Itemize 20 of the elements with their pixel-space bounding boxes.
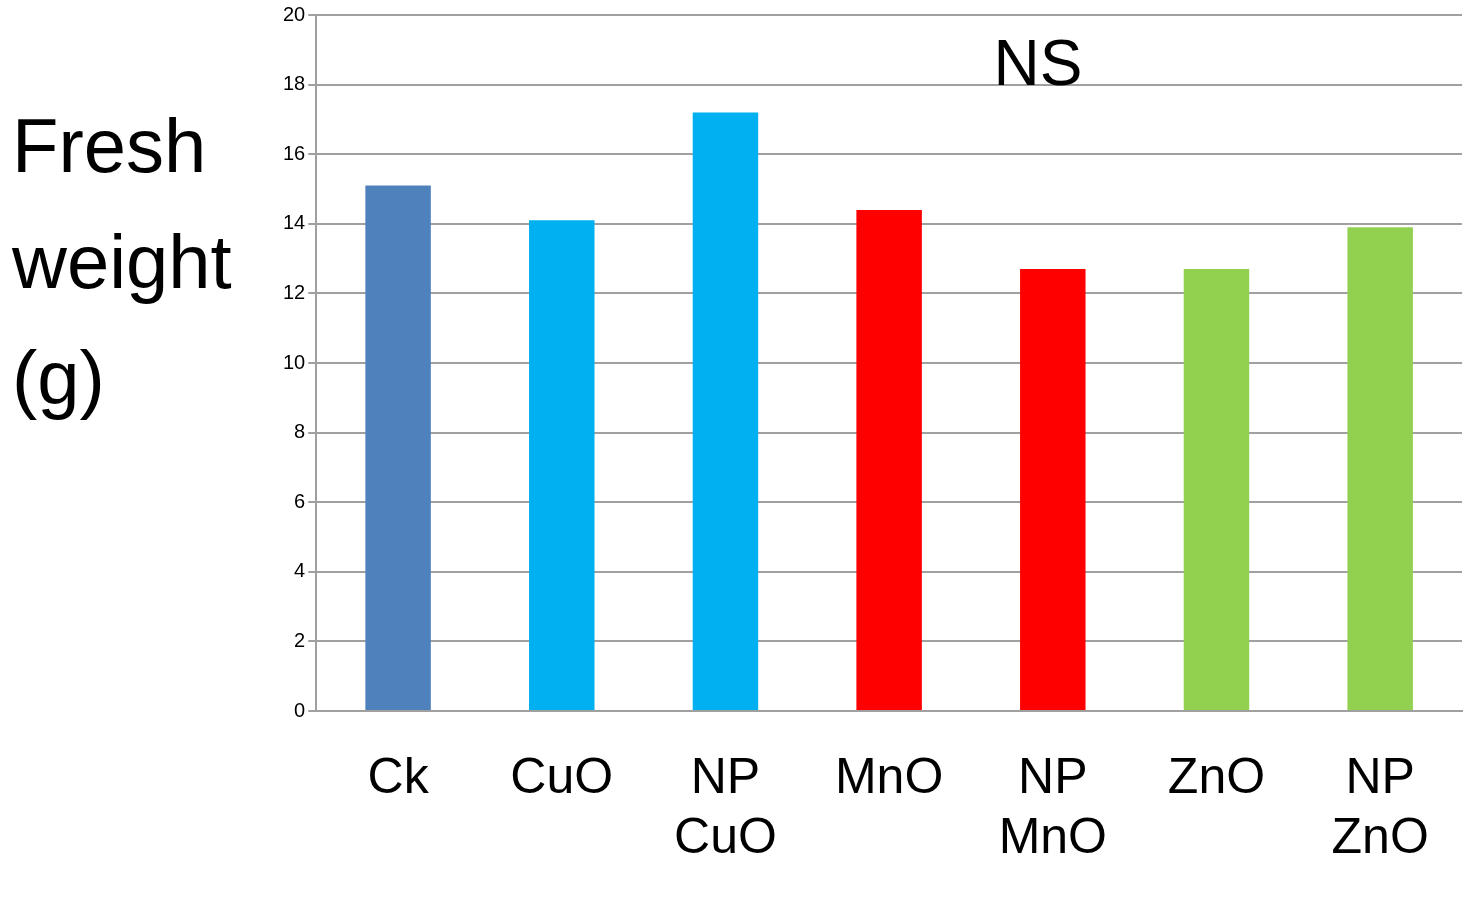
y-tick-label: 20 <box>283 2 306 25</box>
y-tick-label: 14 <box>283 211 306 234</box>
y-tick-label: 0 <box>294 698 306 721</box>
y-tick-label: 10 <box>283 350 306 373</box>
x-tick-label: Ck <box>367 747 430 804</box>
annotation: NS <box>993 26 1083 99</box>
x-tick-label: MnO <box>834 747 944 804</box>
x-tick-label: CuO <box>510 747 614 804</box>
y-tick-label: 18 <box>283 72 306 95</box>
y-tick-label: 2 <box>294 628 306 651</box>
y-tick-label: 8 <box>294 420 306 443</box>
y-tick-label: 6 <box>294 489 306 512</box>
x-tick-label: NP ZnO <box>1331 747 1429 864</box>
x-tick-label: NP CuO <box>674 747 777 864</box>
y-tick-label: 16 <box>283 141 306 164</box>
y-tick-label: 4 <box>294 559 306 582</box>
x-tick-label: ZnO <box>1167 747 1266 804</box>
x-tick-label: NP MnO <box>998 747 1107 864</box>
y-tick-label: 12 <box>283 280 306 303</box>
y-axis-title: Fresh weight (g) <box>12 102 233 422</box>
